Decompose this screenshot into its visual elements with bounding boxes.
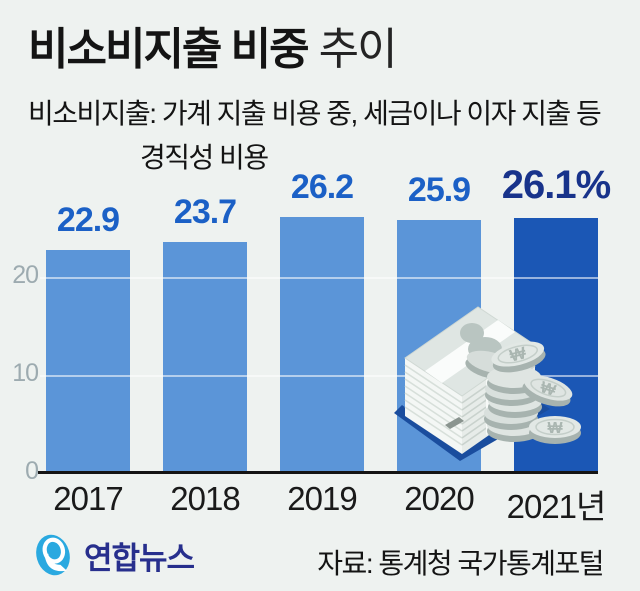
source-credit: 자료: 통계청 국가통계포털 — [317, 548, 604, 579]
chart-subtitle: 비소비지출: 가계 지출 비용 중, 세금이나 이자 지출 등 경직성 비용 — [28, 92, 602, 180]
won-symbol: ₩ — [538, 379, 558, 400]
y-axis-tick-20: 20 — [12, 261, 39, 289]
x-axis-label-2020: 2020 — [404, 480, 474, 517]
page-title-light: 추이 — [318, 25, 398, 74]
x-axis-label-2019: 2019 — [287, 480, 357, 517]
x-axis-label-2018: 2018 — [170, 480, 240, 517]
coin-stack: ₩ ₩ ₩ — [465, 341, 581, 444]
won-symbol: ₩ — [547, 420, 563, 437]
value-label-2021년: 26.1% — [501, 163, 611, 207]
subtitle-line-2: 경직성 비용 — [140, 142, 269, 173]
x-axis-line — [38, 471, 598, 474]
y-axis-tick-0: 0 — [25, 457, 39, 485]
value-label-2019: 26.2 — [290, 168, 354, 206]
value-label-2017: 22.9 — [56, 201, 120, 239]
gridline-20 — [40, 277, 598, 279]
page-title: 비소비지출 비중 추이 — [28, 22, 398, 78]
page-title-bold: 비소비지출 비중 — [28, 25, 310, 74]
yonhap-logo: 연합뉴스 — [32, 532, 195, 579]
subtitle-line-1: 비소비지출: 가계 지출 비용 중, 세금이나 이자 지출 등 — [28, 98, 602, 129]
bar-2019 — [280, 217, 364, 474]
gridline-10 — [40, 375, 598, 377]
x-axis-label-2021년: 2021년 — [506, 488, 607, 525]
x-axis-label-2017: 2017 — [53, 480, 123, 517]
value-label-2018: 23.7 — [173, 193, 237, 231]
won-symbol: ₩ — [508, 343, 529, 366]
y-axis-tick-10: 10 — [12, 359, 39, 387]
bar-2018 — [163, 242, 247, 474]
yonhap-logo-text: 연합뉴스 — [84, 541, 195, 576]
bar-2017 — [46, 250, 130, 474]
money-stack-illustration: ₩ ₩ ₩ — [394, 306, 581, 461]
yonhap-swirl-icon — [36, 534, 70, 576]
value-label-2020: 25.9 — [407, 171, 471, 209]
